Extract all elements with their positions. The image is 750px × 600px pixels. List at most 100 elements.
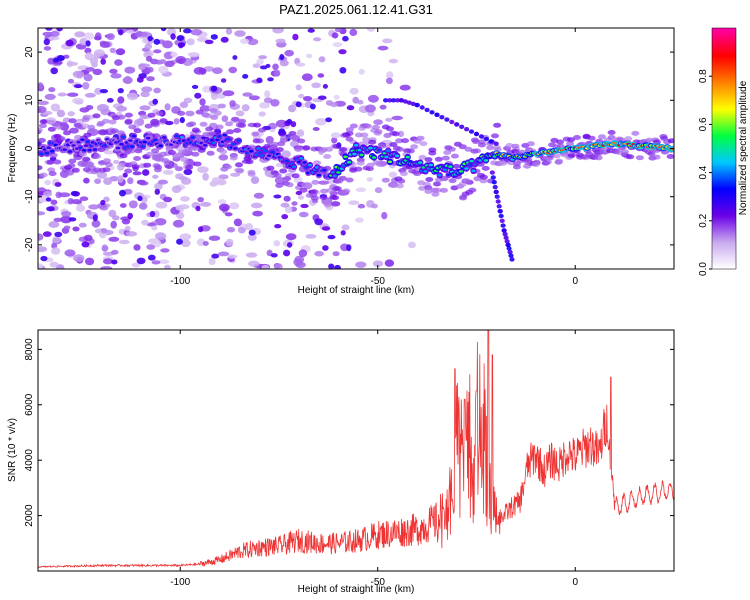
spectrogram-noise-cell bbox=[230, 172, 241, 177]
spectrogram-halo-cell bbox=[294, 146, 303, 152]
spectrogram-halo-cell bbox=[424, 185, 433, 191]
spectrogram-noise-cell bbox=[131, 262, 141, 268]
spectrogram-halo-cell bbox=[666, 154, 674, 159]
spectrogram-ridge-core bbox=[467, 164, 473, 167]
spectrogram-ridge-core bbox=[249, 149, 254, 153]
spectrogram-halo-cell bbox=[433, 181, 441, 187]
colorbar-band bbox=[712, 168, 736, 172]
spectrogram-noise-cell bbox=[407, 241, 416, 249]
spectrogram-noise-cell bbox=[274, 263, 283, 269]
colorbar-band bbox=[712, 266, 736, 270]
spectrogram-noise-cell bbox=[164, 60, 175, 67]
spectrogram-halo-cell bbox=[297, 138, 306, 144]
spectrogram-noise-cell bbox=[45, 197, 52, 202]
spectrogram-halo-cell bbox=[100, 129, 108, 135]
spectrogram-ridge-core bbox=[352, 152, 357, 156]
spectrogram-noise-cell bbox=[145, 55, 153, 62]
spectrogram-ridge-core bbox=[359, 153, 364, 157]
spectrogram-noise-cell bbox=[140, 31, 148, 37]
spectrogram-ridge-core bbox=[316, 173, 322, 177]
colorbar-band bbox=[712, 28, 736, 31]
spectrogram-ridge-core bbox=[82, 149, 87, 152]
spectrogram-halo-cell bbox=[225, 121, 233, 127]
spectrogram-halo-cell bbox=[531, 162, 540, 167]
spectrogram-halo-cell bbox=[598, 134, 606, 140]
spectrogram-halo-cell bbox=[607, 135, 616, 140]
spectrogram-halo-cell bbox=[226, 129, 234, 135]
spectrogram-noise-cell bbox=[49, 261, 59, 268]
spectrogram-ridge-core bbox=[115, 146, 121, 150]
spectrogram-noise-cell bbox=[296, 129, 305, 137]
spectrogram-noise-cell bbox=[191, 84, 199, 89]
spectrogram-halo-cell bbox=[291, 173, 300, 179]
spectrogram-noise-cell bbox=[83, 177, 90, 184]
spectrogram-branch-cell bbox=[493, 189, 499, 195]
spectrogram-branch-cell bbox=[490, 175, 496, 180]
colorbar-band bbox=[712, 170, 736, 174]
colorbar-band bbox=[712, 128, 736, 132]
spectrogram-ridge-core bbox=[92, 148, 98, 151]
spectrogram-ridge-core bbox=[222, 133, 227, 137]
colorbar-band bbox=[712, 72, 736, 75]
spectrogram-noise-cell bbox=[180, 239, 191, 248]
colorbar-band bbox=[712, 62, 736, 65]
spectrogram-branch-cell bbox=[501, 228, 507, 233]
spectrogram-noise-cell bbox=[50, 103, 61, 112]
spectrogram-branch-cell bbox=[508, 253, 514, 258]
spectrogram-noise-cell bbox=[355, 261, 367, 268]
spectrogram-noise-cell bbox=[52, 236, 61, 244]
spectrogram-noise-cell bbox=[274, 176, 285, 185]
colorbar-band bbox=[712, 226, 736, 230]
spectrogram-noise-cell bbox=[348, 200, 360, 205]
spectrogram-noise-cell bbox=[151, 225, 158, 231]
spectrogram-noise-cell bbox=[272, 28, 284, 34]
spectrogram-noise-cell bbox=[76, 204, 86, 212]
colorbar-band bbox=[712, 126, 736, 130]
spectrogram-halo-cell bbox=[247, 171, 256, 177]
spectrogram-noise-cell bbox=[127, 92, 139, 101]
spectrogram-ridge-core bbox=[39, 152, 44, 156]
spectrogram-noise-cell bbox=[108, 209, 117, 218]
spectrogram-noise-cell bbox=[183, 97, 193, 104]
spectrogram-noise-cell bbox=[286, 118, 293, 125]
spectrogram-branch-cell bbox=[398, 98, 404, 103]
colorbar-band bbox=[712, 180, 736, 184]
spectrogram-halo-cell bbox=[345, 127, 354, 133]
snr-series-line bbox=[38, 330, 674, 569]
spectrogram-noise-cell bbox=[44, 179, 52, 186]
spectrogram-halo-cell bbox=[354, 166, 363, 172]
colorbar-band bbox=[712, 106, 736, 109]
spectrogram-halo-cell bbox=[418, 154, 427, 160]
spectrogram-branch-cell bbox=[494, 194, 500, 199]
spectrogram-noise-cell bbox=[280, 202, 290, 208]
spectrogram-branch-cell bbox=[419, 105, 425, 110]
spectrogram-noise-cell bbox=[399, 84, 411, 91]
spectrogram-branch-cell bbox=[464, 127, 470, 132]
spectrogram-ridge-core bbox=[336, 171, 341, 174]
spectrogram-noise-cell bbox=[314, 250, 324, 257]
spectrogram-halo-cell bbox=[101, 118, 110, 124]
spectrogram-noise-cell bbox=[274, 69, 281, 77]
spectrogram-halo-cell bbox=[151, 148, 160, 154]
spectrogram-halo-cell bbox=[419, 141, 428, 147]
spectrogram-ridge-core bbox=[217, 135, 222, 138]
spectrogram-y-tick-label: -10 bbox=[24, 189, 35, 204]
colorbar-band bbox=[712, 114, 736, 117]
spectrogram-noise-cell bbox=[106, 98, 114, 103]
spectrogram-halo-cell bbox=[374, 129, 383, 134]
spectrogram-halo-cell bbox=[289, 135, 298, 140]
colorbar-band bbox=[712, 84, 736, 87]
spectrogram-noise-cell bbox=[202, 172, 210, 181]
spectrogram-noise-cell bbox=[218, 154, 229, 161]
spectrogram-noise-cell bbox=[85, 257, 95, 266]
spectrogram-noise-cell bbox=[381, 211, 388, 220]
spectrogram-noise-cell bbox=[147, 35, 153, 42]
spectrogram-noise-cell bbox=[300, 203, 309, 209]
spectrogram-ridge-core bbox=[128, 139, 133, 142]
spectrogram-noise-cell bbox=[218, 203, 230, 212]
spectrogram-halo-cell bbox=[279, 168, 288, 174]
spectrogram-branch-cell bbox=[483, 136, 489, 142]
colorbar-band bbox=[712, 264, 736, 268]
colorbar-band bbox=[712, 198, 736, 202]
